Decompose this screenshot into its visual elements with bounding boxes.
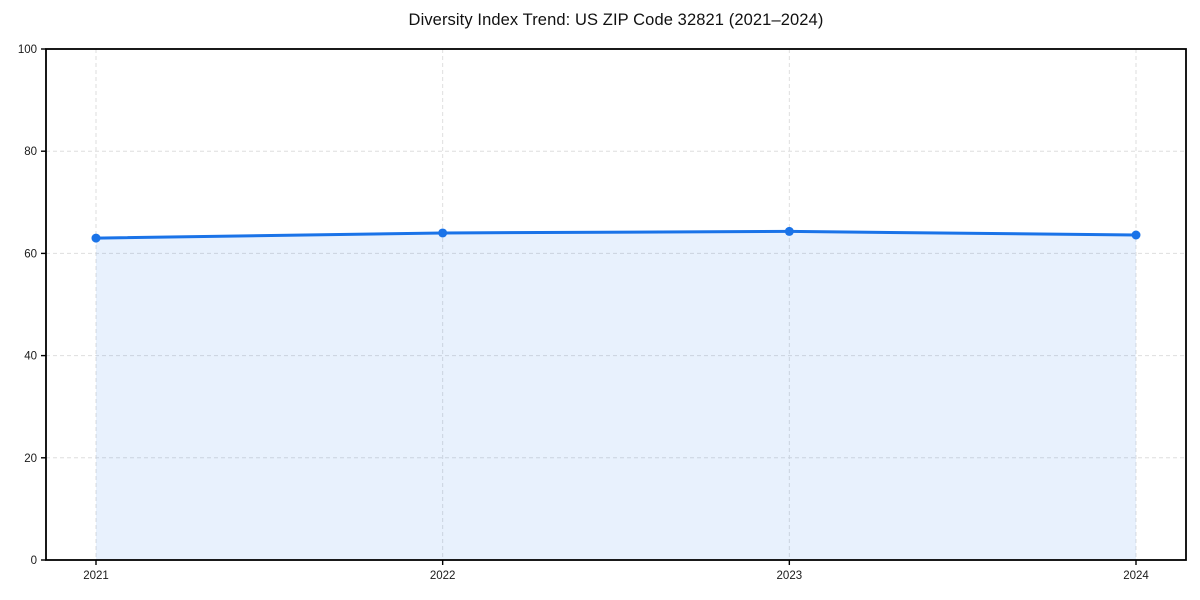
y-tick-label: 0 <box>31 555 37 567</box>
x-tick-label: 2021 <box>83 570 109 582</box>
y-tick-label: 80 <box>24 146 37 158</box>
x-tick-label: 2024 <box>1123 570 1149 582</box>
x-tick-label: 2022 <box>430 570 456 582</box>
data-point-2024 <box>1131 230 1141 240</box>
plot-area <box>46 49 1186 560</box>
area-fill <box>96 231 1136 560</box>
trend-line <box>94 229 1138 240</box>
plot-border <box>45 48 1187 561</box>
y-tick-label: 100 <box>18 44 37 56</box>
y-tick-label: 60 <box>24 248 37 260</box>
y-tick-label: 40 <box>24 351 37 363</box>
data-point-2022 <box>438 228 448 238</box>
data-point-2021 <box>91 233 101 243</box>
y-tick-label: 20 <box>24 453 37 465</box>
x-tick-label: 2023 <box>777 570 803 582</box>
data-point-2023 <box>784 226 794 236</box>
chart-title: Diversity Index Trend: US ZIP Code 32821… <box>408 11 824 29</box>
